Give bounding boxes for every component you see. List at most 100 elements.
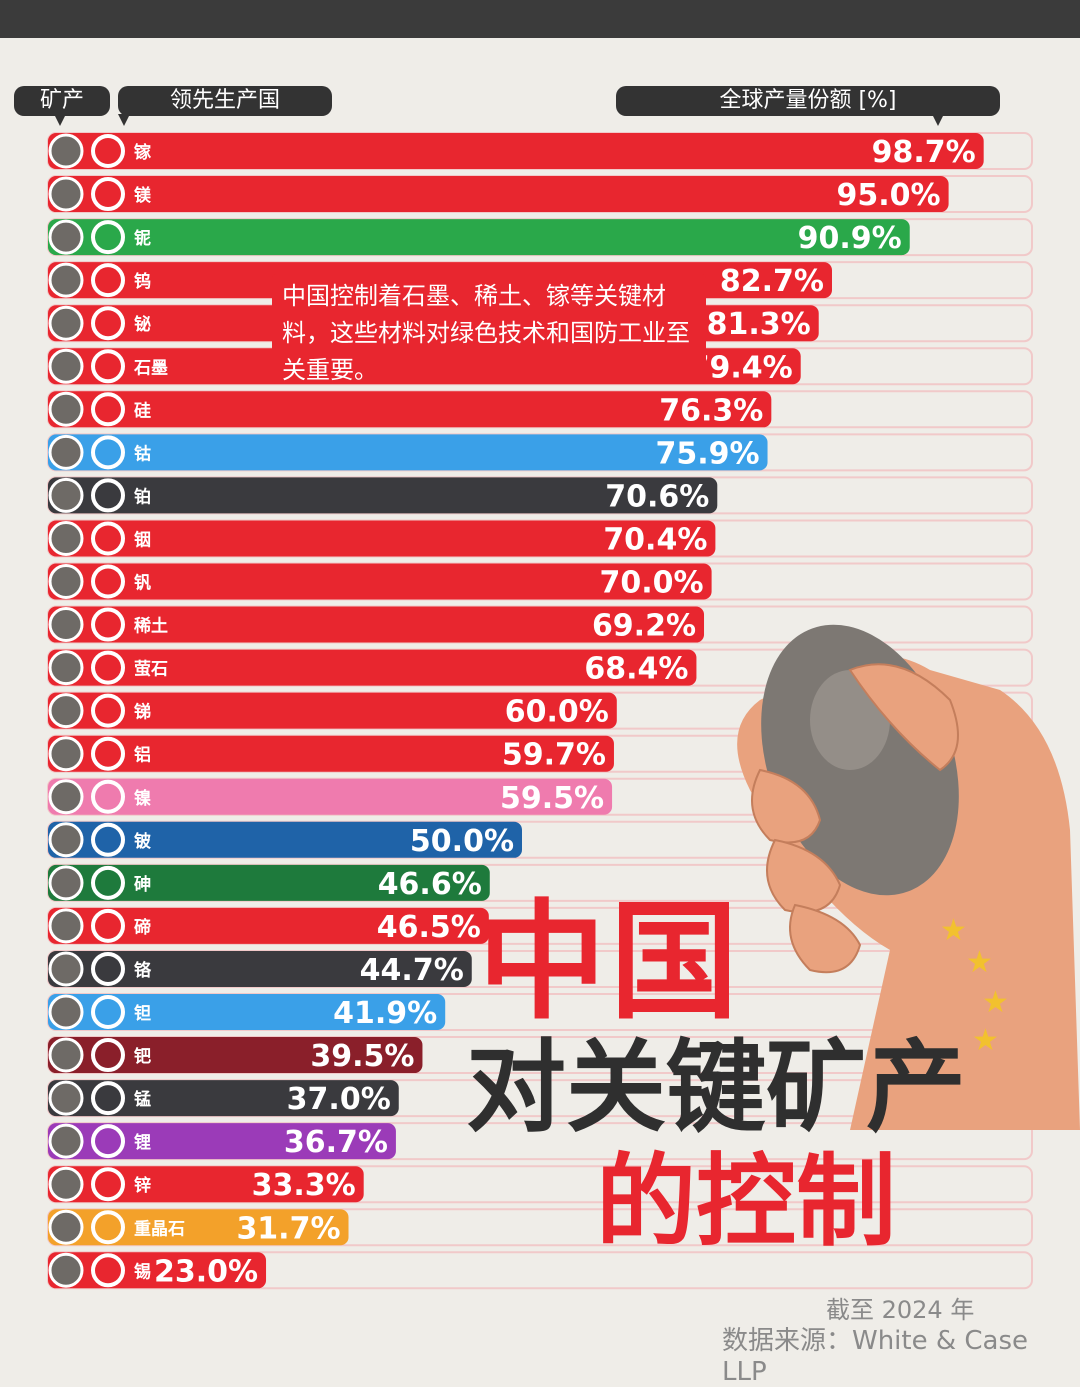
value-label: 98.7% bbox=[872, 135, 976, 170]
value-label: 60.0% bbox=[505, 695, 609, 730]
value-label: 41.9% bbox=[333, 996, 437, 1031]
flag-icon-fill bbox=[95, 1042, 121, 1069]
flag-icon-fill bbox=[95, 999, 121, 1025]
header-mineral: 矿产 bbox=[14, 86, 110, 116]
mineral-icon bbox=[48, 262, 84, 298]
value-label: 76.3% bbox=[659, 393, 763, 428]
bar bbox=[48, 864, 490, 901]
bar bbox=[48, 1037, 423, 1074]
mineral-label: 铝 bbox=[134, 745, 151, 766]
flag-icon-fill bbox=[95, 310, 121, 337]
flag-icon-fill bbox=[95, 1171, 121, 1198]
mineral-icon bbox=[48, 693, 84, 729]
flag-icon-fill bbox=[95, 1128, 121, 1155]
headline-line2: 对关键矿产 bbox=[466, 1029, 966, 1146]
bar bbox=[48, 1080, 399, 1117]
flag-icon-fill bbox=[95, 1257, 121, 1284]
mineral-icon bbox=[48, 865, 84, 901]
value-label: 69.2% bbox=[592, 609, 696, 644]
mineral-label: 石墨 bbox=[133, 358, 168, 378]
flag-icon-fill bbox=[95, 740, 121, 767]
top-bar bbox=[0, 0, 1080, 38]
mineral-icon bbox=[48, 994, 84, 1030]
mineral-label: 砷 bbox=[134, 874, 151, 895]
bar bbox=[48, 606, 705, 643]
bar bbox=[48, 477, 718, 514]
bar bbox=[48, 1166, 364, 1203]
bar bbox=[48, 133, 984, 169]
star-1: ★ bbox=[940, 913, 967, 948]
value-label: 82.7% bbox=[720, 264, 824, 299]
mineral-label: 铬 bbox=[134, 960, 152, 981]
bar bbox=[48, 563, 712, 600]
headline-line1: 中国 bbox=[478, 888, 743, 1037]
mineral-icon bbox=[48, 650, 84, 686]
mineral-icon bbox=[48, 908, 84, 944]
bar bbox=[48, 821, 522, 858]
value-label: 59.7% bbox=[502, 738, 606, 773]
mineral-icon bbox=[48, 1252, 84, 1288]
value-label: 23.0% bbox=[154, 1254, 258, 1289]
bar bbox=[48, 907, 489, 944]
flag-icon-fill bbox=[95, 912, 121, 939]
value-label: 70.4% bbox=[603, 522, 707, 557]
mineral-icon bbox=[48, 779, 84, 815]
value-label: 70.6% bbox=[605, 479, 709, 514]
bar bbox=[48, 1209, 349, 1246]
flag-icon-fill bbox=[95, 396, 121, 423]
mineral-label: 镍 bbox=[134, 788, 151, 809]
mineral-label: 稀土 bbox=[134, 616, 168, 637]
mineral-icon bbox=[48, 1037, 84, 1073]
value-label: 44.7% bbox=[360, 953, 464, 988]
value-label: 31.7% bbox=[236, 1211, 340, 1246]
flag-icon-fill bbox=[95, 224, 121, 251]
flag-icon-fill bbox=[95, 482, 121, 509]
mineral-icon bbox=[48, 1209, 84, 1245]
flag-icon-fill bbox=[95, 181, 121, 208]
value-label: 39.5% bbox=[310, 1039, 414, 1074]
bar bbox=[48, 735, 614, 772]
mineral-label: 重晶石 bbox=[134, 1218, 185, 1239]
header-country: 领先生产国 bbox=[118, 86, 332, 116]
mineral-label: 锂 bbox=[134, 1132, 151, 1153]
flag-icon-fill bbox=[95, 353, 121, 380]
value-label: 90.9% bbox=[798, 221, 902, 256]
thumb bbox=[848, 663, 959, 772]
value-label: 46.5% bbox=[377, 910, 481, 945]
mineral-label: 锰 bbox=[134, 1089, 151, 1110]
mineral-icon bbox=[48, 477, 84, 513]
mineral-label: 钯 bbox=[133, 1047, 151, 1067]
date-note: 截至 2024 年 bbox=[826, 1296, 975, 1324]
mineral-icon bbox=[48, 736, 84, 772]
mineral-label: 锌 bbox=[134, 1175, 151, 1196]
star-4: ★ bbox=[972, 1023, 999, 1058]
headline-line3: 的控制 bbox=[596, 1143, 896, 1260]
mineral-icon bbox=[48, 822, 84, 858]
mineral-icon bbox=[48, 305, 84, 341]
mineral-icon bbox=[48, 434, 84, 470]
fist-ore-illustration: ★ ★ ★ ★ bbox=[737, 624, 1080, 1130]
header-share-pointer bbox=[932, 114, 944, 126]
mineral-icon bbox=[48, 1166, 84, 1202]
mineral-label: 铋 bbox=[134, 314, 151, 335]
header-share: 全球产量份额 [%] bbox=[616, 86, 1000, 116]
flag-icon-fill bbox=[95, 439, 121, 466]
mineral-icon bbox=[48, 176, 84, 212]
flag-icon-fill bbox=[95, 525, 121, 552]
value-label: 68.4% bbox=[584, 652, 688, 687]
mineral-label: 碲 bbox=[134, 917, 151, 938]
star-2: ★ bbox=[966, 945, 993, 980]
header-mineral-pointer bbox=[54, 114, 66, 126]
mineral-icon bbox=[48, 520, 84, 556]
star-3: ★ bbox=[982, 985, 1009, 1020]
header-country-pointer bbox=[118, 114, 130, 126]
mineral-label: 铟 bbox=[134, 529, 151, 550]
value-label: 33.3% bbox=[252, 1168, 356, 1203]
value-label: 37.0% bbox=[287, 1082, 391, 1117]
bar bbox=[48, 692, 617, 729]
value-label: 81.3% bbox=[707, 307, 811, 342]
mineral-icon bbox=[48, 607, 84, 643]
mineral-label: 锑 bbox=[134, 702, 151, 723]
mineral-label: 钨 bbox=[134, 271, 151, 292]
mineral-label: 钒 bbox=[134, 573, 151, 594]
